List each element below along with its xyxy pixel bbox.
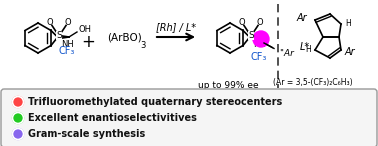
Text: Ar: Ar [345,47,356,57]
Text: Trifluoromethylated quaternary stereocenters: Trifluoromethylated quaternary stereocen… [28,97,282,107]
Text: L*: L* [300,42,310,52]
Text: [Rh] / L*: [Rh] / L* [156,22,196,32]
Text: O: O [46,18,53,27]
Text: CF₃: CF₃ [59,46,75,56]
Text: Excellent enantioselectivitives: Excellent enantioselectivitives [28,113,197,123]
Circle shape [12,113,23,124]
Text: H: H [345,20,351,28]
Text: up to 99% ee: up to 99% ee [198,80,258,89]
Text: O: O [65,18,71,27]
Text: (Ar = 3,5-(CF₃)₂C₆H₃): (Ar = 3,5-(CF₃)₂C₆H₃) [273,78,353,86]
Text: O: O [239,18,245,27]
Text: H: H [305,46,311,54]
Text: (ArBO): (ArBO) [107,32,142,42]
Circle shape [12,128,23,139]
Text: NH: NH [253,40,266,49]
Text: OH: OH [79,26,92,34]
Text: Gram-scale synthesis: Gram-scale synthesis [28,129,145,139]
Text: ''Ar: ''Ar [279,48,294,58]
Text: 3: 3 [140,40,146,49]
Text: NH: NH [61,40,74,49]
Circle shape [12,97,23,107]
FancyBboxPatch shape [1,89,377,146]
Text: Ar: Ar [296,13,307,23]
Text: CF₃: CF₃ [251,52,267,62]
Circle shape [253,31,269,47]
Text: +: + [81,33,95,51]
Text: S: S [248,31,254,40]
Text: S: S [56,31,62,40]
Text: O: O [257,18,263,27]
